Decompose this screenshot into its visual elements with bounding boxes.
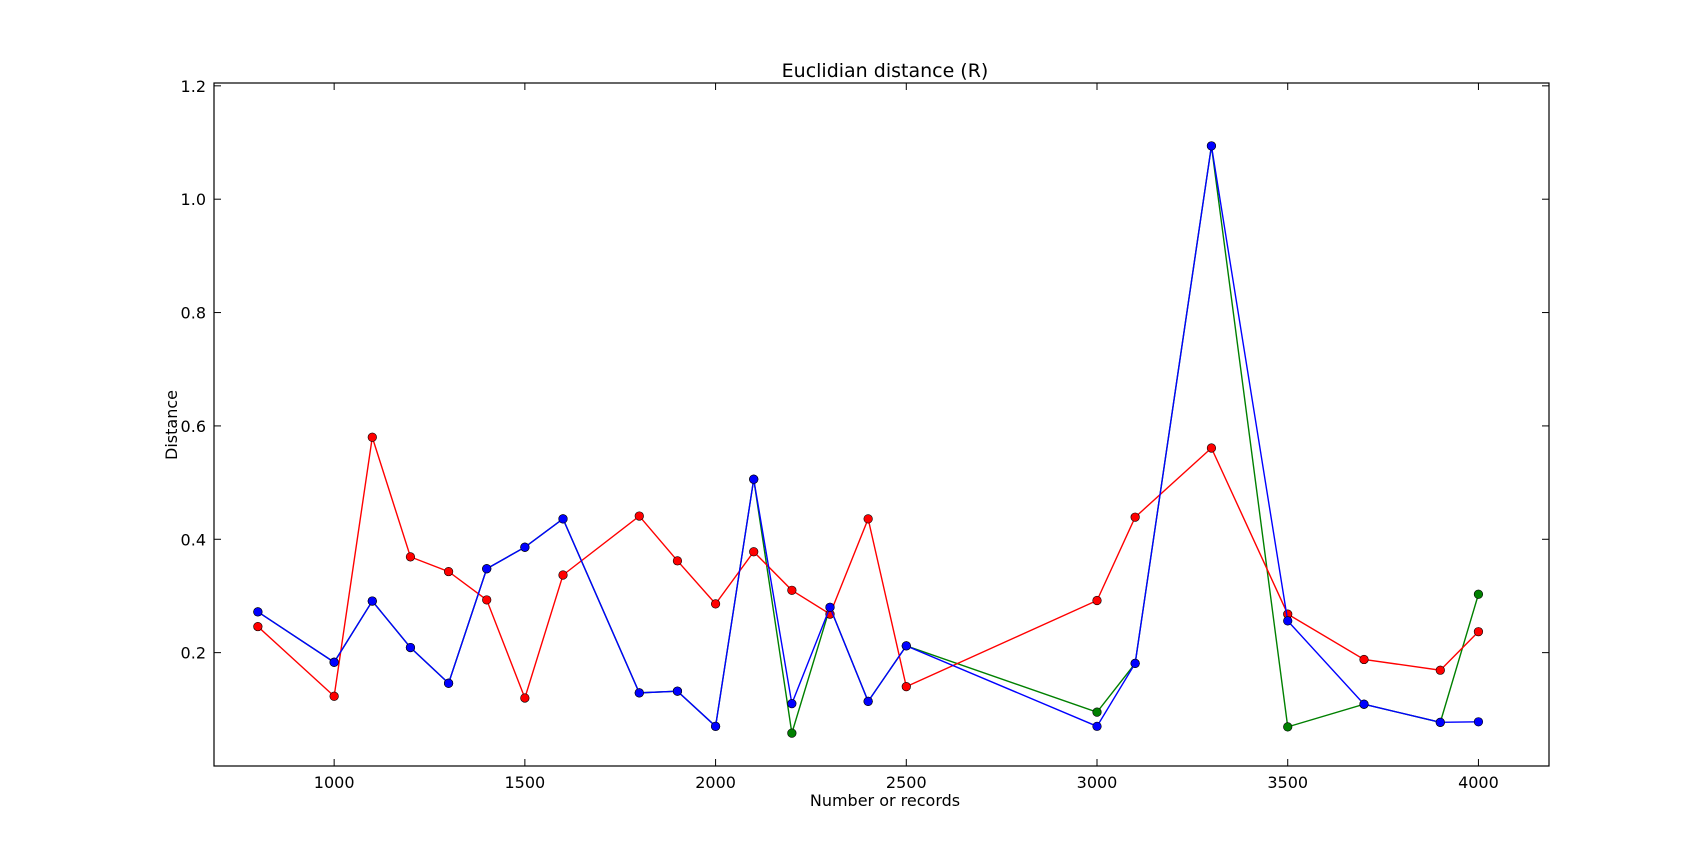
data-point [749,547,759,557]
data-point [1473,627,1484,637]
data-point [1130,512,1140,522]
data-point [329,657,339,667]
data-point [482,595,492,605]
data-point [482,564,492,574]
series-3 [253,141,1484,731]
data-point [1092,721,1102,731]
data-point [1283,616,1293,626]
data-point [443,566,454,577]
data-point [787,728,797,738]
data-point [1206,443,1217,453]
y-tick-label: 1.0 [181,190,206,209]
data-point [253,621,263,632]
plot-frame [213,82,1550,767]
data-point [1130,658,1140,669]
data-point [1283,722,1293,732]
data-point [367,432,377,442]
data-point [634,511,644,521]
data-point [1359,699,1369,709]
data-point [825,602,835,612]
data-point [672,686,683,696]
data-point [1435,717,1445,727]
y-axis-label: Distance [162,390,181,460]
data-point [405,552,416,562]
y-tick-label: 0.4 [181,530,206,549]
series-2 [253,432,1484,703]
data-point [367,596,377,606]
data-point [787,585,797,595]
data-point [672,556,683,566]
series-layer [253,141,1484,738]
y-tick-label: 0.8 [181,304,206,323]
y-tick-label: 0.2 [181,644,206,663]
x-tick-label: 2000 [695,773,736,792]
axes-layer: 1000 1500 2000 2500 3000 3500 4000 0.2 0.4 0.6 0.8… [181,77,1549,792]
data-point [901,641,911,651]
chart-title: Euclidian distance (R) [782,60,989,82]
data-point [1092,707,1102,717]
data-point [1359,654,1369,665]
data-point [558,570,568,580]
data-point [863,514,873,524]
data-point [405,642,416,653]
data-point [443,678,454,688]
data-point [520,542,530,552]
x-axis-label: Number or records [810,791,960,810]
data-point [520,693,530,703]
x-tick-label: 3500 [1267,773,1308,792]
y-tick-label: 1.2 [181,77,206,96]
x-tick-label: 1000 [314,773,355,792]
data-point [1473,589,1484,599]
data-point [1473,717,1484,727]
data-point [1206,141,1217,151]
data-point [710,599,721,609]
data-point [710,721,721,731]
x-tick-label: 4000 [1458,773,1499,792]
data-point [329,691,339,701]
data-point [901,682,911,692]
data-point [253,607,263,617]
data-point [749,474,759,484]
data-point [863,696,873,706]
x-tick-label: 1500 [505,773,546,792]
data-point [558,514,568,524]
y-tick-label: 0.6 [181,417,206,436]
x-tick-label: 2500 [886,773,927,792]
data-point [634,688,644,698]
data-point [1435,665,1445,675]
data-point [787,699,797,709]
x-tick-label: 3000 [1077,773,1118,792]
data-point [1092,595,1102,606]
